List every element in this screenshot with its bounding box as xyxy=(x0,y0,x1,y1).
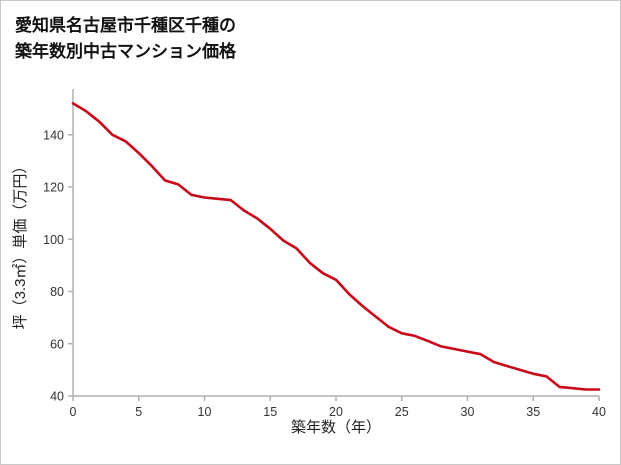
y-axis-label: 坪（3.3㎡）単価（万円） xyxy=(12,159,29,330)
chart-title: 愛知県名古屋市千種区千種の 築年数別中古マンション価格 xyxy=(15,13,236,66)
x-tick-label: 15 xyxy=(263,405,277,419)
y-tick-label: 60 xyxy=(50,337,64,351)
x-tick-label: 5 xyxy=(135,405,142,419)
line-chart: 築年数（年） 坪（3.3㎡）単価（万円） 0 5 10 15 20 25 30 35 40 40 6… xyxy=(12,89,606,436)
x-tick-label: 40 xyxy=(592,405,606,419)
x-axis-label: 築年数（年） xyxy=(291,418,381,436)
y-tick-label: 40 xyxy=(50,390,64,404)
x-tick-label: 35 xyxy=(526,405,540,419)
chart-title-line2: 築年数別中古マンション価格 xyxy=(15,42,236,62)
y-tick-label: 100 xyxy=(43,233,64,247)
x-tick-label: 25 xyxy=(395,405,409,419)
y-tick-label: 140 xyxy=(43,128,64,142)
x-tick-label: 20 xyxy=(329,405,343,419)
y-tick-label: 120 xyxy=(43,181,64,195)
x-tick-label: 10 xyxy=(198,405,212,419)
x-tick-label: 0 xyxy=(70,405,77,419)
price-line xyxy=(71,102,601,391)
chart-title-line1: 愛知県名古屋市千種区千種の xyxy=(15,16,236,35)
x-tick-label: 30 xyxy=(461,405,475,419)
y-tick-label: 80 xyxy=(50,285,64,299)
